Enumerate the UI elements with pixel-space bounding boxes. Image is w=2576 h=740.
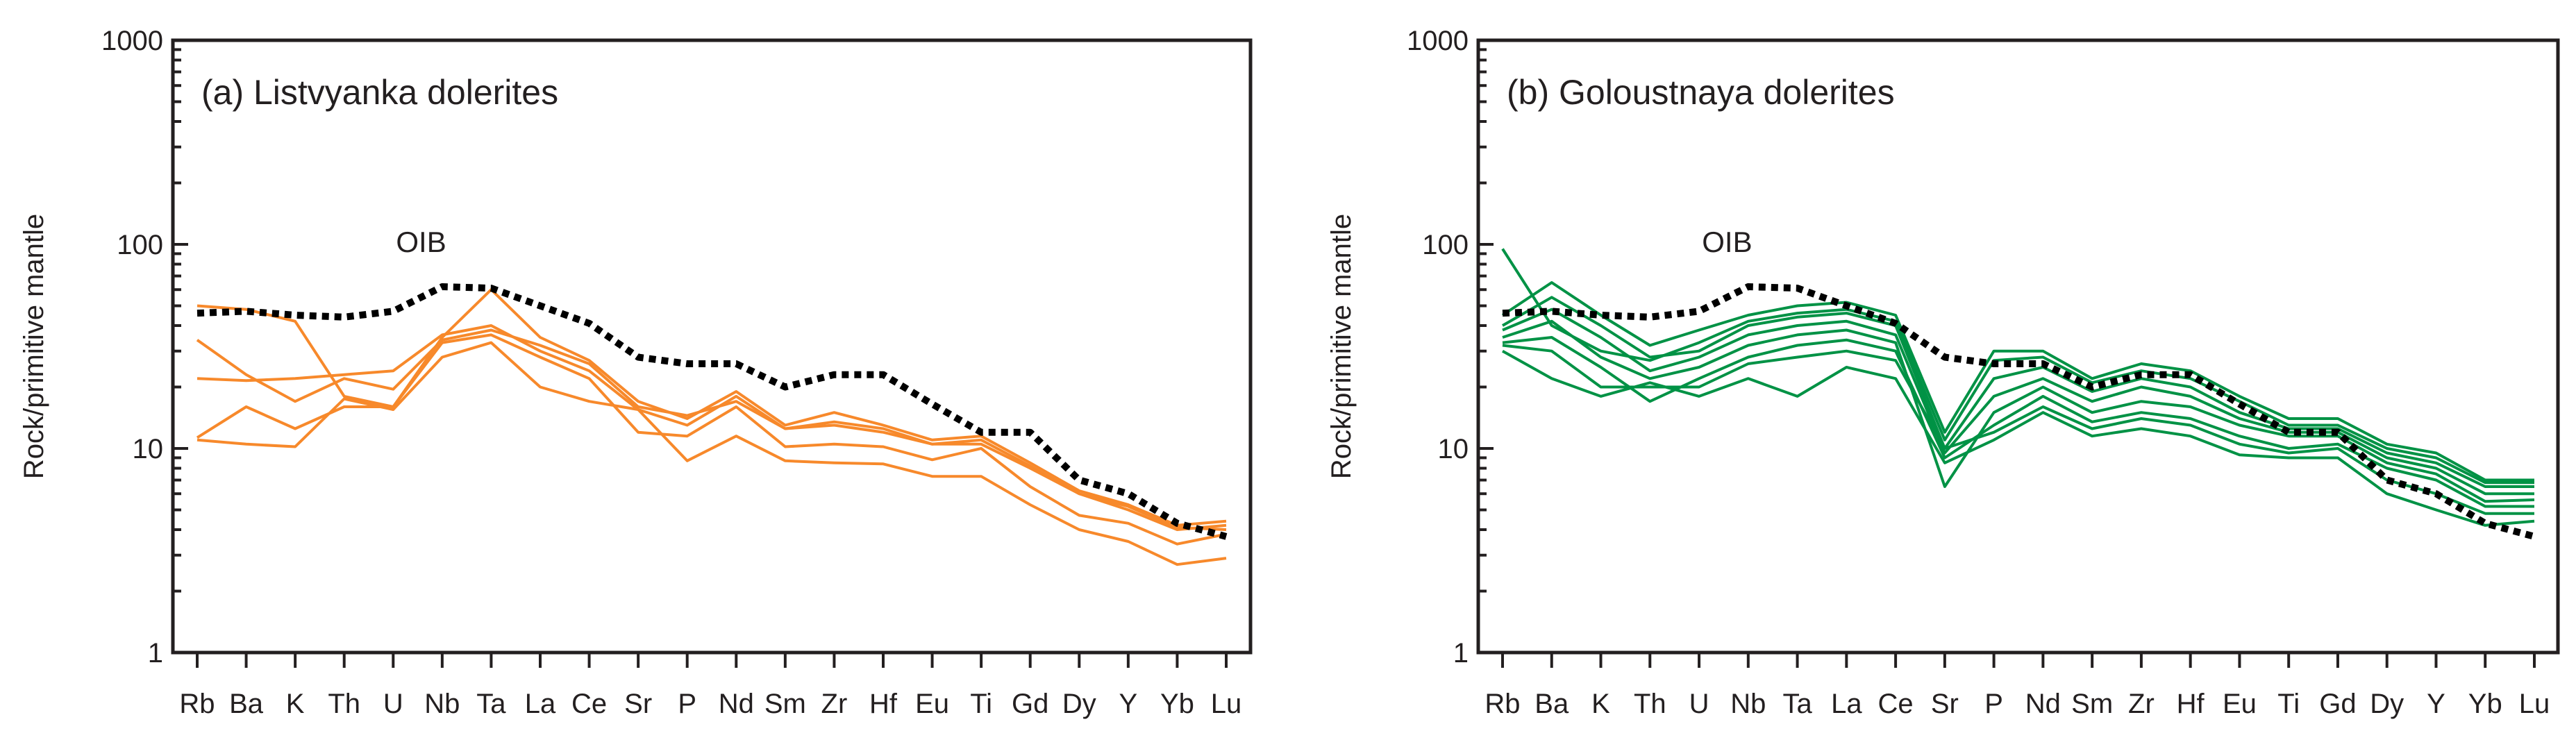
series-line-sample-4 [1502, 308, 2534, 496]
series-line-sample-7 [1502, 344, 2534, 515]
series-line-sample-5 [196, 341, 1227, 566]
y-tick-label: 1000 [101, 26, 163, 56]
x-tick-label-nd: Nd [719, 689, 754, 719]
series-line-sample-8 [1502, 349, 2535, 527]
series-line-sample-5 [1502, 319, 2535, 503]
x-tick-label-lu: Lu [2519, 689, 2550, 719]
y-tick-label: 10 [1438, 434, 1469, 464]
y-axis-label: Rock/primitive mantle [1326, 214, 1357, 479]
x-tick-label-lu: Lu [1211, 689, 1242, 719]
x-tick-label-eu: Eu [915, 689, 949, 719]
x-tick-label-y: Y [1119, 689, 1138, 719]
y-tick-label: 100 [1422, 230, 1469, 260]
x-tick-label-th: Th [1634, 689, 1666, 719]
x-tick-label-ce: Ce [1878, 689, 1914, 719]
x-tick-label-ta: Ta [1782, 689, 1812, 719]
x-tick-label-hf: Hf [2177, 689, 2205, 719]
x-tick-label-sm: Sm [764, 689, 806, 719]
x-tick-label-dy: Dy [1062, 689, 1096, 719]
series-line-sample-1 [196, 288, 1227, 527]
x-tick-label-sr: Sr [624, 689, 652, 719]
x-tick-label-th: Th [328, 689, 360, 719]
x-tick-label-nb: Nb [424, 689, 460, 719]
y-tick-label: 10 [133, 434, 164, 464]
x-tick-label-nd: Nd [2025, 689, 2061, 719]
x-tick-label-rb: Rb [179, 689, 215, 719]
chart-panel-a: 1 10 100 1000 Rock/primitive mantle (a) Listv… [19, 26, 1253, 719]
x-tick-label-gd: Gd [1012, 689, 1048, 719]
oib-label: OIB [396, 226, 446, 258]
x-tick-label-ba: Ba [1534, 689, 1569, 719]
x-tick-label-eu: Eu [2223, 689, 2257, 719]
x-tick-label-hf: Hf [869, 689, 898, 719]
series-line-sample-2 [1501, 248, 2534, 485]
x-tick-label-y: Y [2427, 689, 2445, 719]
x-tick-label-ce: Ce [571, 689, 607, 719]
x-tick-label-p: P [678, 689, 696, 719]
x-tick-label-dy: Dy [2370, 689, 2404, 719]
x-tick-label-sr: Sr [1931, 689, 1959, 719]
oib-reference-line [1502, 283, 2536, 540]
x-tick-label-ti: Ti [970, 689, 992, 719]
x-tick-label-yb: Yb [2468, 689, 2502, 719]
x-tick-label-u: U [1689, 689, 1709, 719]
x-tick-label-zr: Zr [2128, 689, 2155, 719]
chart-panel-b: 1 10 100 1000 Rock/primitive mantle (b) Golou… [1326, 26, 2560, 719]
series-line-sample-2 [196, 328, 1227, 531]
chart-title: (a) Listvyanka dolerites [201, 73, 558, 112]
series-line-sample-1 [1501, 281, 2534, 482]
x-tick-label-ba: Ba [229, 689, 264, 719]
x-tick-label-ti: Ti [2277, 689, 2300, 719]
x-tick-label-ta: Ta [476, 689, 506, 719]
series-line-sample-3 [1502, 296, 2534, 488]
chart-title: (b) Goloustnaya dolerites [1507, 73, 1895, 112]
y-tick-label: 1000 [1407, 26, 1469, 56]
x-tick-label-la: La [1831, 689, 1862, 719]
x-tick-label-k: K [286, 689, 305, 719]
y-tick-label: 100 [117, 230, 163, 260]
x-tick-label-gd: Gd [2319, 689, 2356, 719]
y-tick-label: 1 [148, 638, 163, 668]
x-tick-label-zr: Zr [821, 689, 848, 719]
x-tick-label-la: La [525, 689, 556, 719]
y-tick-label: 1 [1453, 638, 1469, 668]
x-tick-label-sm: Sm [2071, 689, 2113, 719]
x-tick-label-nb: Nb [1730, 689, 1766, 719]
plot-frame [1476, 38, 2560, 655]
x-tick-label-p: P [1984, 689, 2003, 719]
x-tick-label-rb: Rb [1484, 689, 1520, 719]
series-line-sample-4 [196, 333, 1227, 546]
y-axis-label: Rock/primitive mantle [19, 214, 49, 479]
plot-frame [171, 38, 1253, 655]
oib-reference-line [196, 283, 1228, 540]
oib-label: OIB [1702, 226, 1752, 258]
x-tick-label-k: K [1591, 689, 1610, 719]
series-line-sample-3 [196, 324, 1227, 531]
x-tick-label-u: U [383, 689, 403, 719]
x-tick-label-yb: Yb [1160, 689, 1194, 719]
